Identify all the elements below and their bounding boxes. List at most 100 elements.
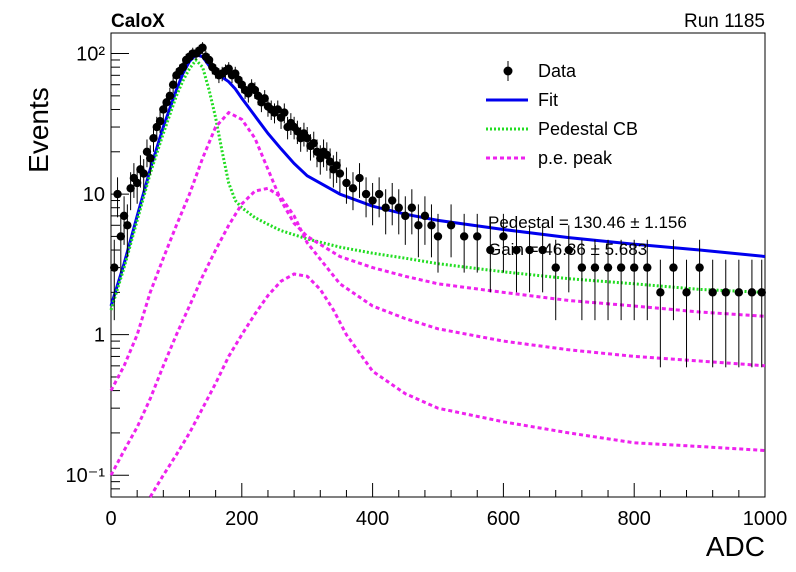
data-point xyxy=(335,169,345,178)
data-point xyxy=(113,189,122,199)
data-point xyxy=(309,139,318,148)
data-point xyxy=(682,288,691,297)
data-point xyxy=(361,189,371,199)
data-point xyxy=(132,178,142,188)
data-point xyxy=(401,211,410,221)
data-point xyxy=(757,288,766,297)
x-axis-label: ADC xyxy=(706,531,765,562)
data-point xyxy=(499,232,508,241)
x-tick-label: 600 xyxy=(487,508,520,530)
legend-label: Pedestal CB xyxy=(538,119,638,139)
experiment-label: CaloX xyxy=(111,11,165,32)
data-point xyxy=(146,154,155,163)
y-axis-label: Events xyxy=(23,87,54,173)
data-point xyxy=(708,288,717,297)
data-point xyxy=(459,232,469,241)
data-point xyxy=(178,62,188,72)
data-point xyxy=(316,154,325,163)
data-point xyxy=(381,203,390,212)
data-point xyxy=(123,221,132,230)
data-point xyxy=(204,55,214,65)
data-point xyxy=(564,245,573,255)
data-point xyxy=(669,263,678,272)
data-point xyxy=(603,263,613,272)
axes: 0 200 400 600 800 1000 10² 10 1 10⁻¹ xyxy=(66,44,788,530)
data-point xyxy=(486,245,495,255)
data-point xyxy=(407,203,417,212)
y-tick-label: 10 xyxy=(83,184,105,206)
x-tick-label: 0 xyxy=(105,508,116,530)
curve-p-e-peak-1 xyxy=(109,110,766,392)
data-point xyxy=(577,263,587,272)
data-point xyxy=(139,169,148,178)
run-label: Run 1185 xyxy=(684,11,765,32)
stat-line-gain: Gain = 46.36 ± 5.683 xyxy=(488,240,647,259)
stat-line-pedestal: Pedestal = 130.46 ± 1.156 xyxy=(488,213,687,232)
data-point xyxy=(630,263,639,272)
data-point xyxy=(162,98,171,107)
data-point xyxy=(590,263,600,272)
data-point xyxy=(446,221,456,230)
curve-pedestal-cb xyxy=(109,57,766,311)
data-point xyxy=(348,184,358,193)
data-point xyxy=(159,105,168,114)
data-point xyxy=(303,133,312,143)
data-point xyxy=(342,178,351,188)
data-point xyxy=(433,232,443,241)
data-point xyxy=(643,263,652,272)
data-point xyxy=(253,91,263,101)
data-points xyxy=(110,42,766,368)
x-tick-label: 800 xyxy=(618,508,651,530)
data-point xyxy=(260,94,269,103)
x-tick-label: 200 xyxy=(225,508,258,530)
stat-annotations: Pedestal = 130.46 ± 1.156 Gain = 46.36 ±… xyxy=(488,213,687,259)
data-point xyxy=(116,232,126,241)
data-point xyxy=(312,147,322,156)
data-point xyxy=(394,203,403,212)
data-point xyxy=(721,288,730,297)
data-point xyxy=(355,173,364,183)
data-point xyxy=(332,161,341,170)
x-tick-label: 1000 xyxy=(743,508,788,530)
data-point xyxy=(525,245,534,255)
data-point xyxy=(473,232,482,241)
data-point xyxy=(551,263,560,272)
data-point xyxy=(273,105,282,114)
data-point xyxy=(244,89,253,98)
y-tick-label: 10² xyxy=(76,44,105,66)
x-tick-label: 400 xyxy=(356,508,389,530)
data-point xyxy=(293,127,302,136)
data-point xyxy=(414,221,423,230)
data-point xyxy=(538,245,547,255)
data-point xyxy=(427,221,436,230)
data-point xyxy=(374,189,384,199)
data-point xyxy=(616,263,626,272)
data-point xyxy=(126,184,135,193)
data-point xyxy=(165,91,175,101)
data-point xyxy=(168,80,178,89)
data-point xyxy=(322,150,332,160)
data-point xyxy=(198,43,207,52)
curves xyxy=(109,53,766,498)
data-point xyxy=(142,147,152,156)
legend-label: Data xyxy=(538,61,577,81)
data-point xyxy=(280,108,289,117)
legend: Data Fit Pedestal CB p.e. peak xyxy=(486,61,638,168)
data-point xyxy=(747,288,757,297)
y-tick-label: 10⁻¹ xyxy=(66,465,106,487)
data-point xyxy=(224,64,233,73)
legend-marker-data xyxy=(503,66,513,76)
data-point xyxy=(388,196,397,205)
data-point xyxy=(368,196,377,205)
y-tick-label: 1 xyxy=(94,325,105,347)
legend-label: Fit xyxy=(538,90,558,110)
data-point xyxy=(231,69,240,78)
data-point xyxy=(149,133,158,143)
legend-label: p.e. peak xyxy=(538,148,613,168)
data-point xyxy=(119,211,129,221)
curve-p-e-peak-3 xyxy=(148,272,766,498)
data-point xyxy=(656,288,665,297)
data-point xyxy=(325,157,335,166)
data-point xyxy=(420,211,430,221)
